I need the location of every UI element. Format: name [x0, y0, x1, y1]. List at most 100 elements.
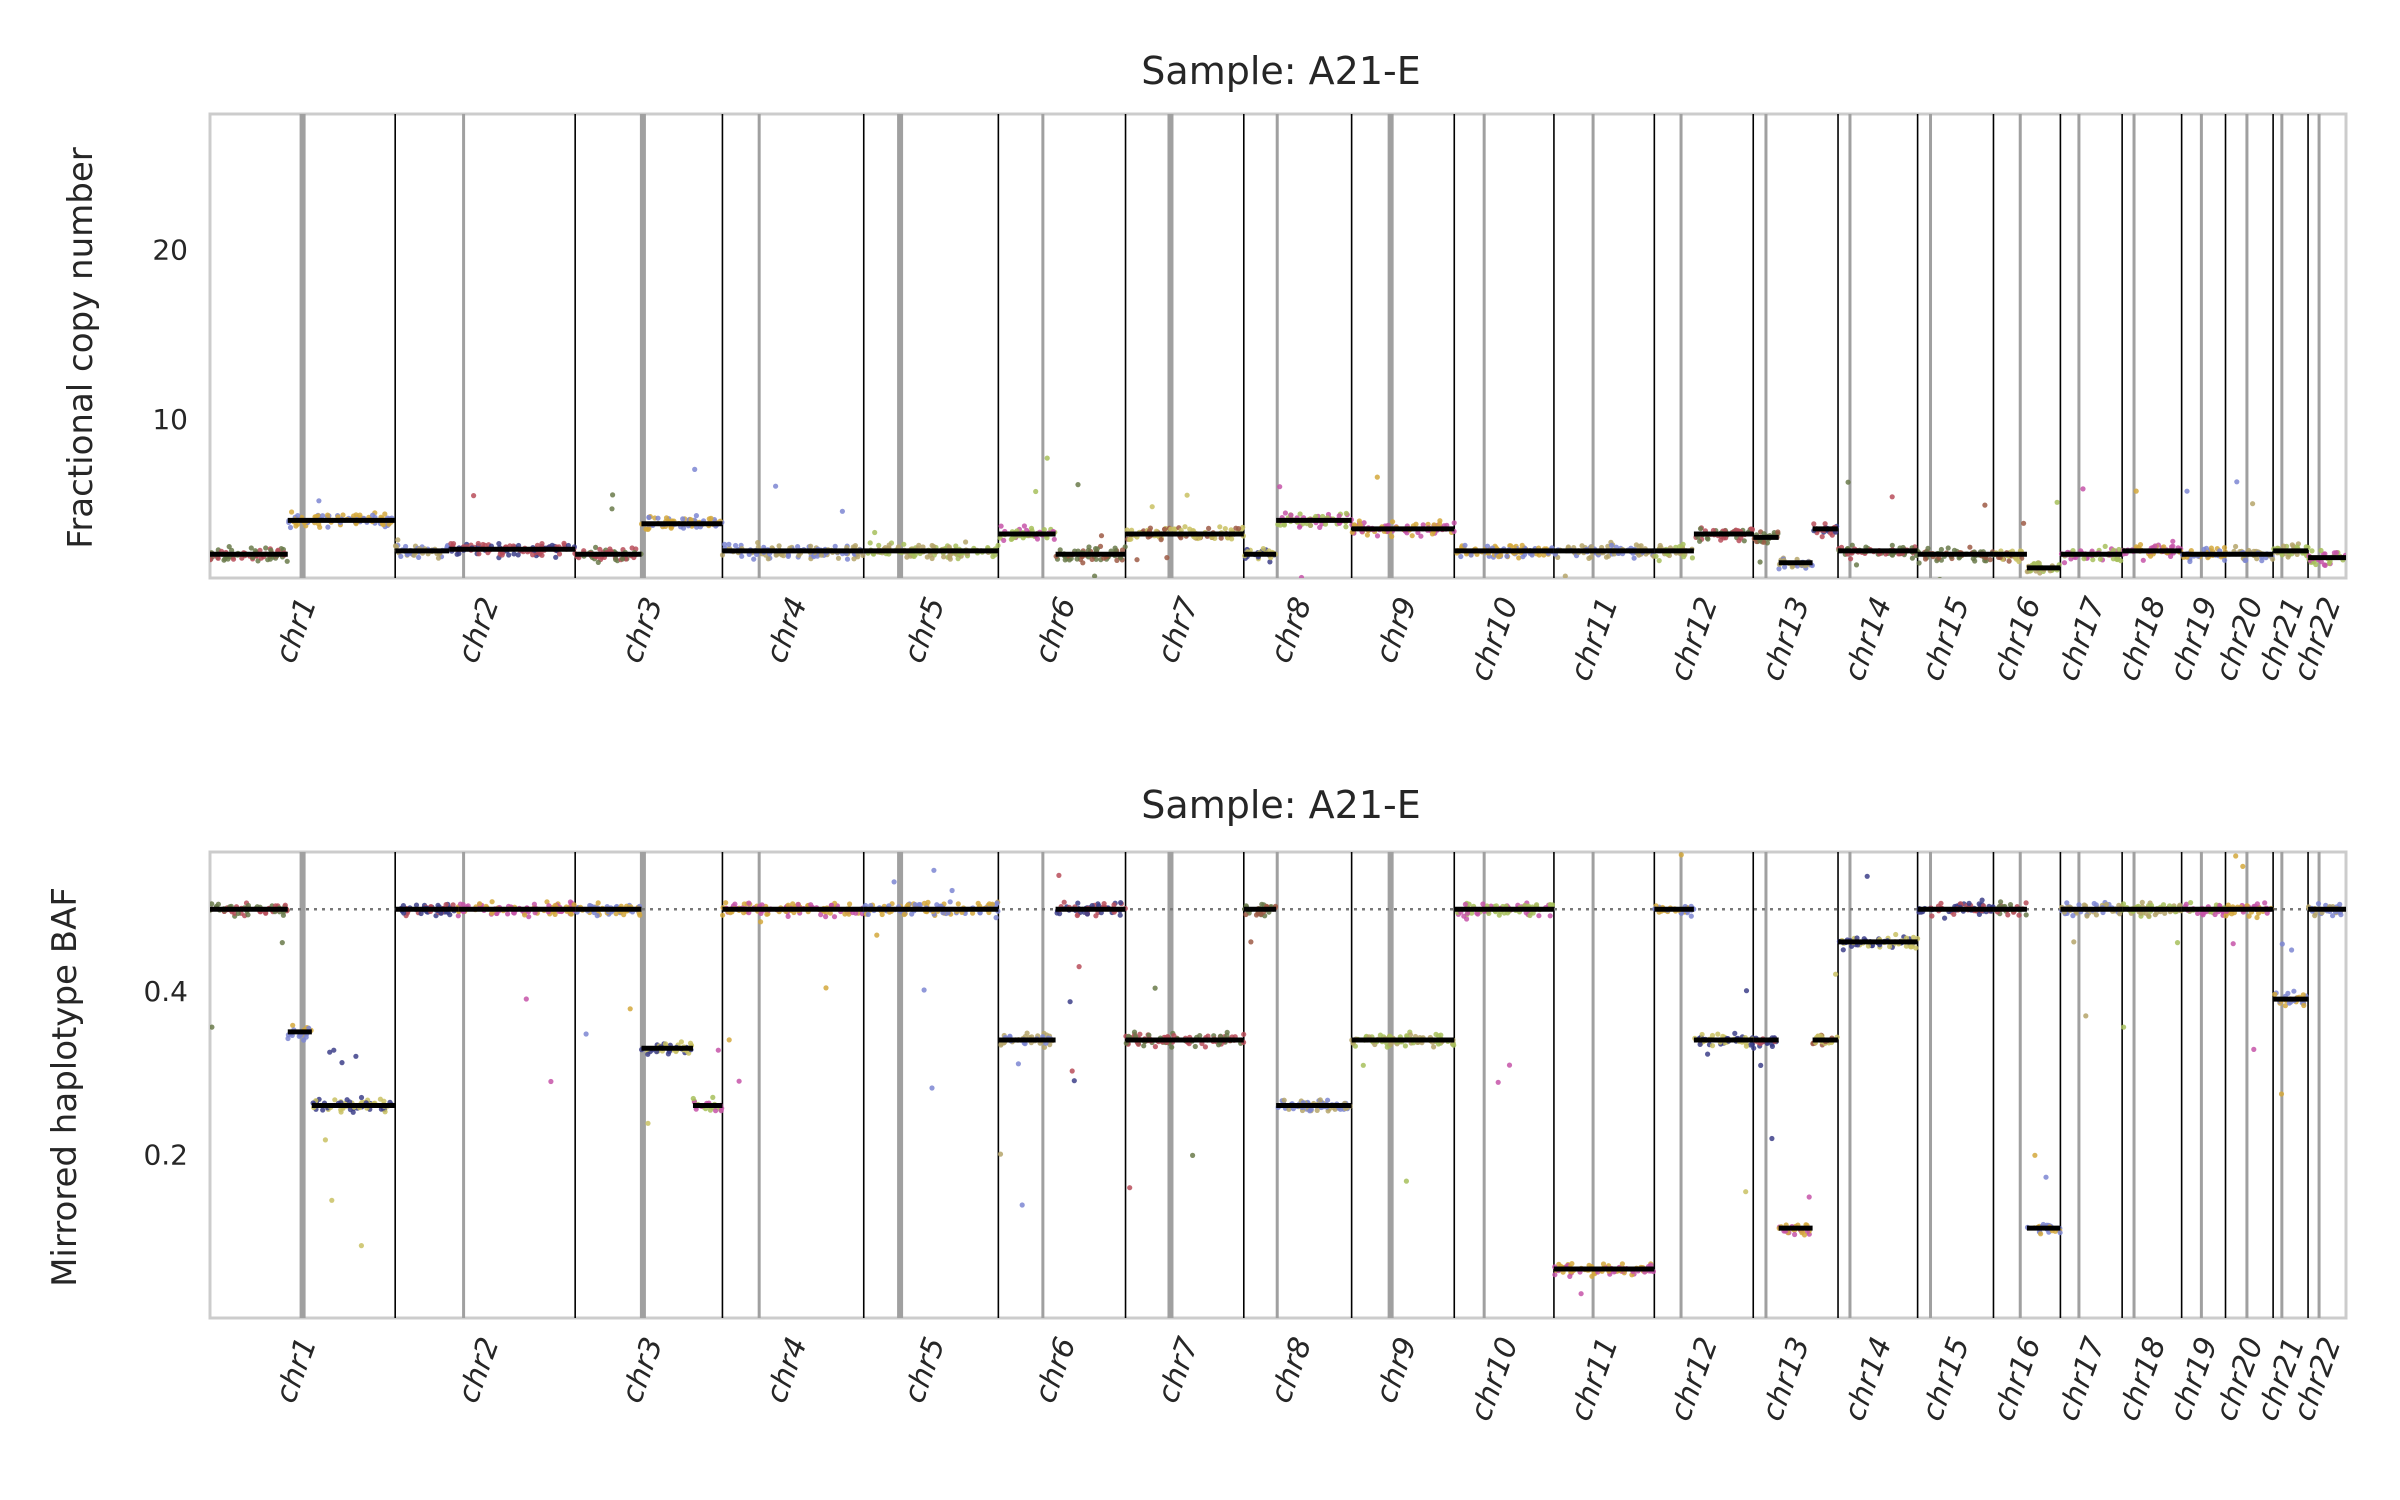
- top-data-point: [839, 508, 846, 514]
- bottom-data-point: [785, 902, 791, 908]
- top-data-point: [1981, 703, 1986, 708]
- bottom-data-point: [455, 913, 461, 919]
- top-data-point: [1128, 536, 1134, 542]
- top-data-point: [295, 513, 301, 519]
- bottom-data-point: [301, 1037, 307, 1043]
- bottom-data-point: [955, 901, 961, 907]
- top-data-point: [1098, 533, 1105, 539]
- bottom-data-point: [1567, 1273, 1573, 1279]
- bottom-data-point: [2289, 947, 2295, 953]
- top-data-point: [471, 493, 477, 499]
- bottom-data-point: [1259, 901, 1265, 907]
- top-data-point: [265, 557, 271, 563]
- top-chart-title: Sample: A21-E: [1141, 49, 1420, 93]
- bottom-data-point: [1536, 913, 1542, 919]
- bottom-data-point: [1286, 1106, 1292, 1112]
- top-data-point: [1697, 526, 1704, 532]
- top-data-point: [1516, 555, 1522, 561]
- top-data-point: [1217, 524, 1223, 530]
- bottom-data-point: [678, 1039, 685, 1045]
- top-data-point: [593, 544, 599, 551]
- bottom-data-point: [827, 910, 833, 916]
- bottom-data-point: [1131, 1029, 1138, 1035]
- top-y-tick-label: 10: [152, 403, 188, 436]
- top-data-point: [1562, 573, 1568, 578]
- top-data-point: [230, 556, 237, 562]
- bottom-data-point: [1908, 944, 1914, 950]
- top-data-point: [1863, 544, 1869, 550]
- bottom-data-point: [1942, 915, 1948, 921]
- top-data-point: [597, 546, 603, 552]
- bottom-data-point: [1075, 900, 1081, 906]
- top-data-point: [708, 515, 714, 521]
- bottom-data-point: [338, 1107, 344, 1113]
- top-data-point: [1520, 554, 1526, 560]
- top-data-point: [2289, 542, 2295, 548]
- top-data-point: [539, 541, 545, 547]
- top-data-point: [1114, 557, 1120, 564]
- top-data-point: [1101, 555, 1107, 561]
- bottom-data-point: [235, 910, 241, 917]
- bottom-data-point: [1929, 913, 1935, 919]
- top-data-point: [229, 547, 235, 554]
- bottom-data-point: [1205, 1033, 1211, 1039]
- top-data-point: [2326, 560, 2332, 567]
- top-data-point: [595, 559, 601, 566]
- top-data-point: [1288, 512, 1294, 518]
- top-data-point: [1361, 520, 1367, 526]
- bottom-data-point: [710, 1094, 716, 1100]
- bottom-data-point: [823, 985, 829, 991]
- bottom-data-point: [934, 902, 940, 908]
- top-data-point: [393, 544, 399, 550]
- bottom-data-point: [993, 915, 999, 921]
- bottom-data-point: [1101, 901, 1107, 907]
- bottom-data-point: [847, 901, 853, 907]
- top-data-point: [1704, 535, 1710, 541]
- bottom-data-point: [279, 940, 285, 946]
- top-data-point: [1033, 488, 1039, 495]
- bottom-data-point: [1307, 1108, 1313, 1114]
- bottom-chart-title: Sample: A21-E: [1141, 783, 1420, 827]
- bottom-data-point: [2246, 913, 2252, 919]
- bottom-data-point: [2103, 901, 2110, 908]
- top-data-point: [655, 515, 661, 521]
- top-data-point: [461, 704, 466, 709]
- top-data-point: [1074, 556, 1080, 562]
- top-data-point: [895, 544, 902, 550]
- bottom-data-point: [583, 1031, 589, 1037]
- bottom-data-point: [2233, 853, 2239, 859]
- bottom-data-point: [1067, 999, 1073, 1005]
- top-data-point: [2242, 557, 2248, 564]
- top-data-point: [340, 512, 346, 518]
- top-data-point: [1636, 552, 1642, 558]
- bottom-data-point: [2032, 1152, 2038, 1158]
- bottom-data-point: [823, 914, 829, 920]
- top-data-point: [904, 554, 910, 560]
- bottom-data-point: [929, 1085, 935, 1091]
- bottom-data-point: [280, 912, 286, 918]
- top-data-point: [1845, 479, 1851, 485]
- bottom-data-point: [970, 910, 976, 916]
- top-x-tick-chr5: chr5: [897, 593, 953, 668]
- top-data-point: [2090, 557, 2096, 563]
- top-data-point: [1206, 525, 1212, 532]
- bottom-data-point: [1171, 1033, 1177, 1039]
- top-data-point: [2285, 554, 2291, 560]
- top-data-point: [808, 543, 814, 549]
- top-data-point: [1187, 526, 1193, 532]
- bottom-data-point: [568, 911, 574, 917]
- bottom-data-point: [2183, 901, 2189, 907]
- top-data-point: [1431, 522, 1437, 528]
- bottom-data-point: [1248, 939, 1254, 945]
- top-data-point: [435, 555, 442, 561]
- top-data-point: [357, 512, 363, 518]
- top-data-point: [1970, 556, 1976, 562]
- top-data-point: [1987, 557, 1993, 563]
- bottom-data-point: [2139, 899, 2145, 906]
- bottom-data-point: [1402, 1043, 1408, 1049]
- top-x-tick-chr10: chr10: [1463, 593, 1525, 686]
- top-data-point: [475, 540, 481, 547]
- top-data-point: [1763, 607, 1768, 612]
- top-data-point: [1343, 510, 1349, 516]
- bottom-x-tick-chr13: chr13: [1755, 1333, 1817, 1426]
